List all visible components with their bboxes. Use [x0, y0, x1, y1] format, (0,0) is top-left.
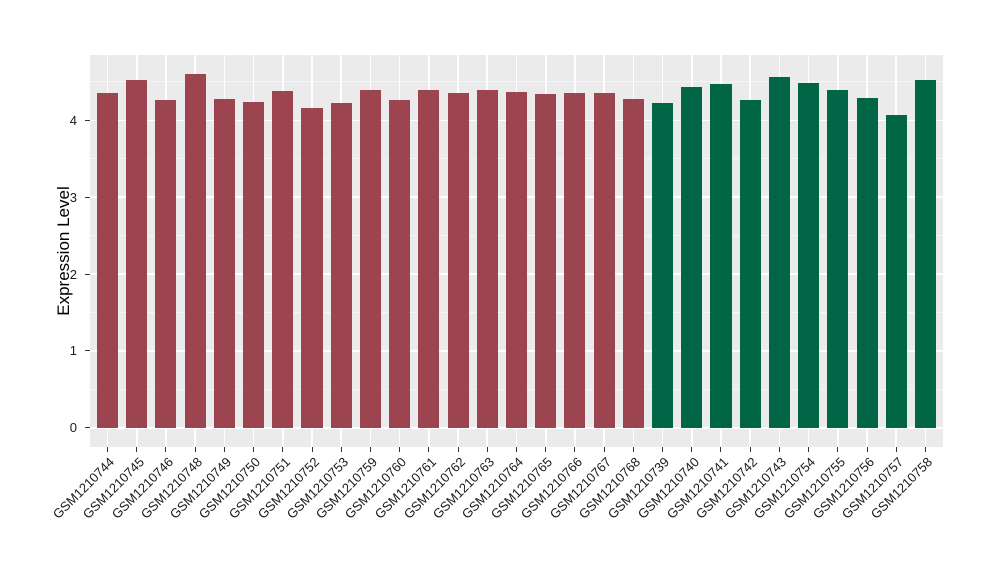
x-axis-tick [662, 447, 664, 452]
x-axis-tick [837, 447, 839, 452]
bar [155, 99, 177, 428]
x-axis-tick [720, 447, 722, 452]
bar [564, 93, 586, 428]
x-axis-tick [428, 447, 430, 452]
bar [798, 83, 820, 428]
x-axis-tick [486, 447, 488, 452]
bar [593, 93, 615, 428]
bar [359, 89, 381, 428]
bar [272, 91, 294, 428]
bar [418, 90, 440, 428]
bar [97, 93, 119, 428]
bar [827, 90, 849, 428]
bar [856, 98, 878, 428]
y-tick-label: 4 [69, 112, 77, 128]
bar [447, 92, 469, 428]
bar [505, 91, 527, 428]
bar [914, 79, 936, 428]
x-axis-tick [749, 447, 751, 452]
x-axis-tick [691, 447, 693, 452]
y-axis-tick [85, 273, 90, 275]
bar [330, 103, 352, 428]
x-axis-tick [194, 447, 196, 452]
x-axis-tick [895, 447, 897, 452]
bar [652, 103, 674, 428]
x-axis-tick [253, 447, 255, 452]
bar [535, 94, 557, 428]
bar [389, 99, 411, 428]
x-axis-tick [136, 447, 138, 452]
x-axis-tick [603, 447, 605, 452]
x-axis-tick [574, 447, 576, 452]
y-tick-label: 2 [69, 266, 77, 282]
x-axis-tick [107, 447, 109, 452]
bar [681, 86, 703, 428]
x-axis-tick [311, 447, 313, 452]
bar [301, 108, 323, 428]
y-axis-tick [85, 350, 90, 352]
bar [126, 79, 148, 428]
x-axis-tick [808, 447, 810, 452]
x-axis-tick [778, 447, 780, 452]
y-axis-tick [85, 196, 90, 198]
bar [739, 100, 761, 428]
y-tick-label: 3 [69, 189, 77, 205]
bar [476, 89, 498, 428]
x-axis-tick [924, 447, 926, 452]
bar [768, 77, 790, 428]
bar [622, 98, 644, 428]
bar [213, 98, 235, 428]
x-axis-tick [399, 447, 401, 452]
x-axis-tick [369, 447, 371, 452]
y-axis-tick [85, 119, 90, 121]
x-axis-tick [632, 447, 634, 452]
plot-panel [90, 55, 943, 447]
bar [710, 84, 732, 428]
x-axis-tick [340, 447, 342, 452]
x-axis-tick [545, 447, 547, 452]
y-tick-label: 0 [69, 420, 77, 436]
x-axis-tick [866, 447, 868, 452]
x-axis-tick [223, 447, 225, 452]
y-axis-tick [85, 427, 90, 429]
x-axis-tick [457, 447, 459, 452]
bar [885, 114, 907, 428]
y-axis-title: Expression Level [54, 186, 73, 316]
bar [184, 74, 206, 428]
x-axis-tick [516, 447, 517, 452]
bar [243, 101, 265, 428]
x-axis-tick [282, 447, 284, 452]
y-tick-label: 1 [69, 343, 77, 359]
x-axis-tick [165, 447, 167, 452]
